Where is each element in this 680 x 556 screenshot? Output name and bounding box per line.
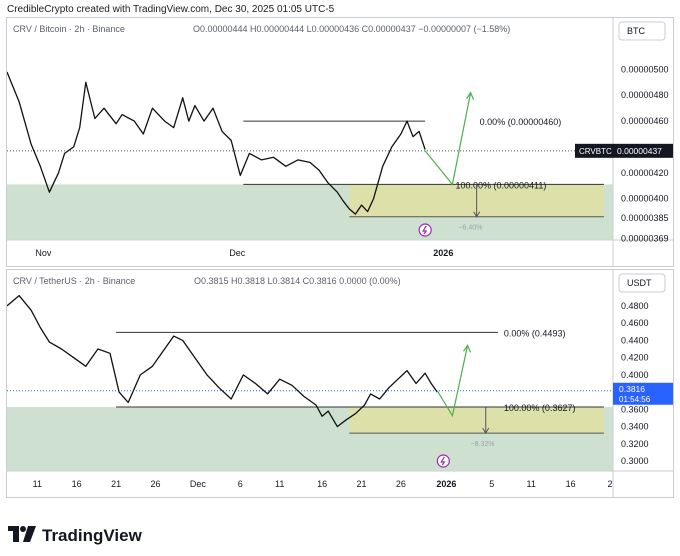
x-tick-label: 21 <box>111 479 121 489</box>
ohlc-readout: O0.3815 H0.3818 L0.3814 C0.3816 0.0000 (… <box>194 276 401 286</box>
x-tick-label: 11 <box>275 479 284 489</box>
symbol-tag <box>575 143 613 158</box>
x-tick-label: Nov <box>35 248 52 258</box>
lightning-icon <box>436 454 450 468</box>
crvbtc-chart-panel[interactable]: 0.00% (0.00000460) 100.00% (0.00000411) −6… <box>6 17 674 267</box>
projection-arrow-head <box>466 91 475 100</box>
current-price-value: 0.3816 <box>619 384 645 394</box>
tradingview-branding: TradingView <box>8 526 142 547</box>
x-tick-label: 11 <box>33 479 42 489</box>
x-tick-label: 26 <box>396 479 406 489</box>
x-tick-label: 2026 <box>433 248 453 258</box>
current-price-tag <box>613 143 673 158</box>
symbol-tag-label: CRVBTC <box>579 147 612 156</box>
lightning-icon <box>418 223 432 237</box>
x-tick-label: 16 <box>566 479 576 489</box>
y-tick-label: 0.00000480 <box>621 90 669 100</box>
tradingview-logo-icon <box>8 526 38 547</box>
y-tick-label: 0.00000369 <box>621 234 669 244</box>
y-tick-label: 0.00000420 <box>621 168 669 178</box>
price-series <box>6 294 438 428</box>
currency-badge <box>618 21 666 41</box>
y-tick-label: 0.4600 <box>621 318 649 328</box>
projection-path <box>424 92 472 186</box>
x-tick-label: 16 <box>317 479 327 489</box>
countdown-timer: 01:54:56 <box>619 395 651 404</box>
currency-label: BTC <box>627 26 646 36</box>
drawdown-label: −8.32% <box>471 441 495 448</box>
drawdown-label: −6.40% <box>458 225 482 232</box>
crvusdt-chart-panel[interactable]: 0.00% (0.4493) 100.00% (0.3627) −8.32% 0.48… <box>6 269 674 498</box>
x-tick-label: 26 <box>150 479 160 489</box>
tradingview-wordmark: TradingView <box>42 526 142 545</box>
currency-label: USDT <box>627 278 652 288</box>
ohlc-readout: O0.00000444 H0.00000444 L0.00000436 C0.0… <box>193 24 510 34</box>
y-tick-label: 0.3600 <box>621 404 649 414</box>
y-tick-label: 0.00000500 <box>621 64 669 74</box>
price-series <box>6 71 426 215</box>
symbol-header: CRV / TetherUS · 2h · Binance <box>13 276 135 286</box>
fib-level-100-label: 100.00% (0.3627) <box>504 403 576 413</box>
x-tick-label: 16 <box>72 479 82 489</box>
fib-level-0-label: 0.00% (0.00000460) <box>480 117 562 127</box>
lightning-icon-glyph <box>440 456 446 466</box>
y-tick-label: 0.4000 <box>621 370 649 380</box>
x-tick-label: 2 <box>607 479 612 489</box>
y-tick-label: 0.3200 <box>621 439 649 449</box>
x-tick-label: 11 <box>527 479 536 489</box>
y-tick-label: 0.4800 <box>621 301 649 311</box>
chart-credit: CredibleCrypto created with TradingView.… <box>7 4 335 15</box>
fib-level-0-label: 0.00% (0.4493) <box>504 328 566 338</box>
y-tick-label: 0.00000385 <box>621 213 669 223</box>
target-zone <box>349 407 604 434</box>
symbol-header: CRV / Bitcoin · 2h · Binance <box>13 24 125 34</box>
y-tick-label: 0.00000400 <box>621 194 669 204</box>
fib-level-100-label: 100.00% (0.00000411) <box>455 180 546 190</box>
crvusdt-chart[interactable]: 0.00% (0.4493) 100.00% (0.3627) −8.32% 0.48… <box>6 270 673 497</box>
x-tick-label: 2026 <box>436 479 456 489</box>
projection-arrow-head <box>463 344 472 353</box>
measure-arrow-head <box>482 427 490 435</box>
x-tick-label: Dec <box>190 479 207 489</box>
lightning-icon-glyph <box>422 225 428 235</box>
projection-path <box>436 345 469 418</box>
crvbtc-chart[interactable]: 0.00% (0.00000460) 100.00% (0.00000411) −6… <box>6 18 673 266</box>
y-tick-label: 0.4200 <box>621 353 649 363</box>
y-tick-label: 0.00000460 <box>621 116 669 126</box>
current-price-value: 0.00000437 <box>617 146 662 156</box>
y-tick-label: 0.4400 <box>621 335 649 345</box>
currency-badge <box>618 273 666 293</box>
x-tick-label: 21 <box>357 479 367 489</box>
x-tick-label: 6 <box>238 479 243 489</box>
current-price-tag <box>613 382 673 405</box>
x-tick-label: 5 <box>489 479 494 489</box>
y-tick-label: 0.3000 <box>621 456 649 466</box>
measure-arrow-head <box>473 211 481 218</box>
x-tick-label: Dec <box>229 248 246 258</box>
y-tick-label: 0.3400 <box>621 422 649 432</box>
